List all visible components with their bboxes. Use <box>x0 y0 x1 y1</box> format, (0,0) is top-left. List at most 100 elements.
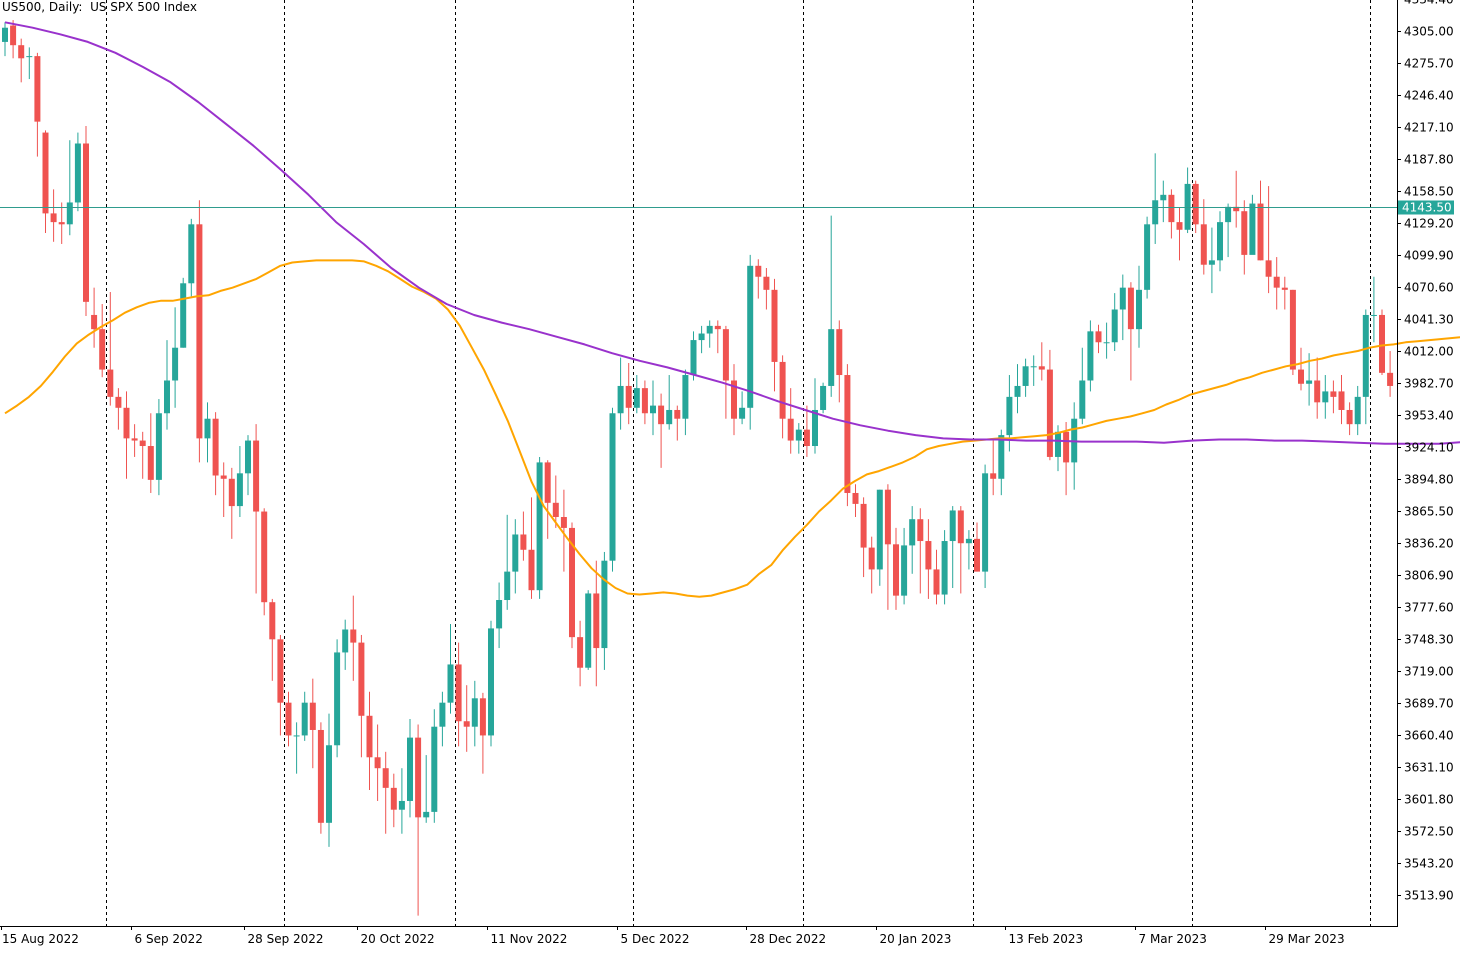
candle <box>107 292 114 406</box>
candle-body <box>1298 369 1304 384</box>
candle <box>42 130 49 234</box>
candle-body <box>1127 287 1134 330</box>
period-separators <box>106 0 1371 926</box>
candle-body <box>382 768 389 788</box>
candle-body <box>812 409 818 447</box>
candle-body <box>504 571 511 601</box>
candle <box>139 431 146 479</box>
candle <box>390 773 397 828</box>
price-tick-label: 3894.80 <box>1404 473 1454 487</box>
candle <box>1136 265 1142 348</box>
candle-body <box>301 702 308 736</box>
candle <box>544 460 551 539</box>
candle <box>1014 364 1021 414</box>
price-tick-label: 3777.60 <box>1404 601 1454 615</box>
candle <box>722 325 729 419</box>
candle <box>739 391 746 425</box>
candle-body <box>706 325 713 334</box>
candle <box>147 413 154 493</box>
candle-body <box>1273 276 1280 288</box>
candle <box>350 595 357 681</box>
candle-body <box>771 289 778 362</box>
candle <box>617 357 624 430</box>
candle <box>10 20 17 59</box>
candle-body <box>1022 366 1029 386</box>
candle <box>212 412 219 496</box>
candle <box>666 375 673 430</box>
candle <box>755 259 762 299</box>
candle <box>965 530 972 570</box>
candle-body <box>512 534 519 572</box>
candle-body <box>415 737 422 818</box>
price-axis[interactable]: 4334.40 4305.00 4275.70 4246.40 4217.10 4187.… <box>1397 0 1454 926</box>
candle-body <box>585 593 592 668</box>
candle <box>1387 351 1394 397</box>
candle-body <box>1346 409 1353 425</box>
candle <box>261 508 268 616</box>
candle <box>747 254 754 430</box>
candle <box>236 446 243 518</box>
candle-body <box>245 440 251 474</box>
candle-body <box>552 502 559 518</box>
candle-body <box>828 329 835 386</box>
candle <box>1362 309 1369 425</box>
price-tick-label: 3660.40 <box>1404 729 1454 743</box>
candle-body <box>496 600 503 629</box>
candle <box>188 218 195 297</box>
candle <box>1379 309 1385 376</box>
candle-body <box>803 429 810 447</box>
candle <box>812 378 818 454</box>
candle <box>1281 276 1288 310</box>
candle-body <box>1354 396 1361 425</box>
candle <box>731 364 737 436</box>
candle <box>1152 153 1159 244</box>
price-tick-label: 4187.80 <box>1404 153 1454 167</box>
candle-body <box>1152 200 1159 225</box>
candle <box>909 506 916 574</box>
candle-body <box>593 593 600 649</box>
price-tick-label: 4070.60 <box>1404 281 1454 295</box>
candle-body <box>820 385 827 410</box>
candle-body <box>1208 260 1215 265</box>
candle-body <box>1111 309 1118 343</box>
candle <box>925 519 932 599</box>
candle <box>520 511 527 561</box>
candle <box>1314 357 1321 419</box>
candle-body <box>609 413 616 561</box>
price-tick-label: 3953.40 <box>1404 409 1454 423</box>
time-tick-label: 28 Sep 2022 <box>248 932 324 946</box>
candle <box>253 424 260 594</box>
time-axis[interactable]: 15 Aug 2022 6 Sep 2022 28 Sep 2022 20 Oct 2… <box>0 926 1398 946</box>
candle-body <box>471 698 478 727</box>
candle <box>1127 282 1134 381</box>
candle-body <box>990 473 997 479</box>
candle <box>155 399 162 496</box>
candle <box>1111 293 1118 351</box>
current-price-tag <box>1398 200 1454 215</box>
candle-body <box>34 56 41 122</box>
candles <box>2 20 1394 916</box>
candle-body <box>957 510 964 544</box>
candle-body <box>925 541 932 570</box>
candle <box>1038 342 1045 381</box>
candle-body <box>1184 183 1191 230</box>
candle-body <box>1387 372 1394 386</box>
candle <box>698 325 705 354</box>
candle <box>285 691 292 747</box>
candle <box>228 467 235 539</box>
candle-body <box>536 462 543 591</box>
candle <box>601 551 608 670</box>
candle <box>488 620 494 747</box>
candle-body <box>714 325 721 330</box>
candle <box>91 287 98 348</box>
candle <box>1119 274 1126 341</box>
candle-body <box>131 438 138 441</box>
candle <box>941 530 948 605</box>
candle-body <box>884 489 891 545</box>
candle-body <box>123 407 130 439</box>
candle <box>560 489 567 572</box>
candle-body <box>1379 314 1385 373</box>
candle <box>633 375 640 414</box>
